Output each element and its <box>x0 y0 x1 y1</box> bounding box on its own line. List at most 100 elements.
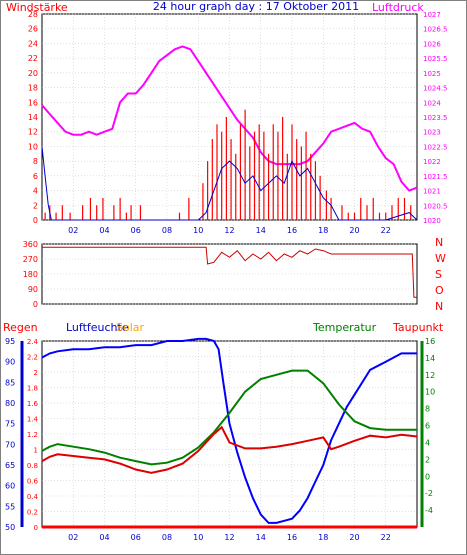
rain-axis-ticks: 0 0.2 0.4 0.6 0.8 1 1.2 1.4 1.6 1.8 2 2.2 2.4 <box>27 338 39 532</box>
x-tick-label: 22 <box>381 533 391 542</box>
temperature-line <box>41 369 417 466</box>
x-tick-label: 14 <box>256 226 266 235</box>
pressure-tick-label: 1024.5 <box>423 85 448 93</box>
temperature-tick-label: 0 <box>425 472 430 481</box>
x-tick-label: 20 <box>349 533 359 542</box>
x-tick-label: 10 <box>193 533 203 542</box>
humidity-line <box>41 337 417 524</box>
x-tick-label: 18 <box>318 533 328 542</box>
x-tick-label: 12 <box>224 533 234 542</box>
rain-tick-label: 1.8 <box>27 385 38 393</box>
rain-tick-label: 0.8 <box>27 462 38 470</box>
wind-tick-label: 22 <box>28 54 38 63</box>
rain-tick-label: 2.4 <box>27 338 39 346</box>
compass-label: W <box>435 252 446 265</box>
x-tick-label: 06 <box>131 533 141 542</box>
humidity-axis-ticks: 50 55 60 65 70 75 80 85 90 95 <box>5 337 24 532</box>
pressure-axis-ticks: 1020 1020.5 1021 1021.5 1022 1022.5 1023 1023.5… <box>423 11 448 225</box>
x-axis-ticks-1: 02 04 06 08 10 12 14 16 18 20 22 <box>68 226 391 235</box>
humidity-tick-label: 85 <box>5 378 15 387</box>
pressure-tick-label: 1022 <box>423 158 441 166</box>
wind-tick-label: 4 <box>33 187 38 196</box>
pressure-label: Luftdruck <box>372 1 424 14</box>
temperature-tick-label: 12 <box>425 371 435 380</box>
pressure-tick-label: 1026 <box>423 40 441 48</box>
humidity-tick-label: 95 <box>5 337 15 346</box>
humidity-tick-label: 65 <box>5 461 15 470</box>
rain-tick-label: 1.4 <box>27 416 39 424</box>
wind-pressure-panel: Windstärke 24 hour graph day : 17 Oktobe… <box>6 0 448 235</box>
temperature-humidity-panel: Regen Luftfeuchte Solar Temperatur Taupu… <box>3 321 444 542</box>
grid-2 <box>42 243 417 305</box>
humidity-tick-label: 50 <box>5 523 15 532</box>
temperature-tick-label: 6 <box>425 422 430 431</box>
wind-tick-label: 0 <box>33 216 38 225</box>
x-tick-label: 02 <box>68 226 78 235</box>
temperature-tick-label: 16 <box>425 337 435 346</box>
x-tick-label: 22 <box>381 226 391 235</box>
wind-tick-label: 28 <box>28 10 38 19</box>
x-tick-label: 20 <box>349 226 359 235</box>
x-tick-label: 16 <box>287 226 297 235</box>
direction-tick-label: 270 <box>23 255 38 264</box>
temperature-tick-label: -2 <box>425 489 433 498</box>
x-tick-label: 08 <box>162 226 172 235</box>
pressure-tick-label: 1021 <box>423 188 441 196</box>
wind-tick-label: 2 <box>33 201 38 210</box>
wind-tick-label: 16 <box>28 98 38 107</box>
pressure-tick-label: 1020.5 <box>423 202 448 210</box>
x-tick-label: 16 <box>287 533 297 542</box>
rain-tick-label: 2 <box>34 369 38 377</box>
rain-tick-label: 2.2 <box>27 354 38 362</box>
pressure-tick-label: 1022.5 <box>423 143 448 151</box>
rain-tick-label: 0.2 <box>27 509 38 517</box>
grid-3 <box>42 340 417 528</box>
direction-tick-label: 0 <box>33 300 38 309</box>
x-axis-ticks-3: 02 04 06 08 10 12 14 16 18 20 22 <box>68 533 391 542</box>
pressure-tick-label: 1025.5 <box>423 55 448 63</box>
direction-axis-ticks: 0 90 180 270 360 <box>23 240 38 309</box>
x-tick-label: 14 <box>256 533 266 542</box>
pressure-line <box>41 45 418 192</box>
wind-tick-label: 6 <box>33 172 38 181</box>
humidity-tick-label: 60 <box>5 482 15 491</box>
series-group-3 <box>41 337 418 529</box>
rain-tick-label: 1 <box>34 447 38 455</box>
wind-tick-label: 8 <box>33 157 38 166</box>
rain-tick-label: 0.4 <box>27 493 39 501</box>
temperature-tick-label: 10 <box>425 388 435 397</box>
humidity-tick-label: 70 <box>5 440 15 449</box>
series-group-1 <box>41 45 418 221</box>
pressure-tick-label: 1025 <box>423 70 441 78</box>
compass-label: S <box>435 268 442 281</box>
direction-tick-label: 360 <box>23 240 38 249</box>
humidity-tick-label: 55 <box>5 502 15 511</box>
rain-tick-label: 1.2 <box>27 431 38 439</box>
pressure-tick-label: 1024 <box>423 99 441 107</box>
direction-line <box>42 246 417 298</box>
pressure-tick-label: 1020 <box>423 217 441 225</box>
temperature-tick-label: 4 <box>425 438 430 447</box>
compass-label: O <box>435 284 444 297</box>
dewpoint-label: Taupunkt <box>392 321 444 334</box>
temperature-tick-label: 14 <box>425 354 435 363</box>
x-tick-label: 18 <box>318 226 328 235</box>
humidity-tick-label: 75 <box>5 420 15 429</box>
grid-1 <box>42 13 417 221</box>
wind-tick-label: 20 <box>28 69 38 78</box>
x-tick-label: 02 <box>68 533 78 542</box>
humidity-tick-label: 90 <box>5 358 15 367</box>
gust-line <box>41 146 418 221</box>
wind-label: Windstärke <box>6 1 68 14</box>
pressure-tick-label: 1023.5 <box>423 114 448 122</box>
x-tick-label: 08 <box>162 533 172 542</box>
rain-tick-label: 0.6 <box>27 478 39 486</box>
compass-label: N <box>435 300 443 313</box>
wind-tick-label: 14 <box>28 113 38 122</box>
x-tick-label: 06 <box>131 226 141 235</box>
wind-tick-label: 10 <box>28 142 38 151</box>
